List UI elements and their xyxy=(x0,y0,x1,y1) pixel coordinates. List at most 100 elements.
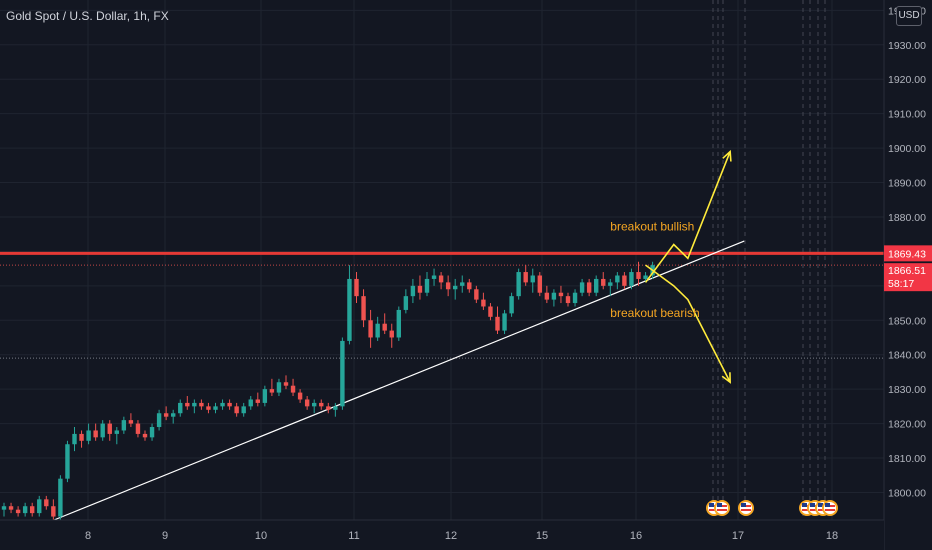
grid xyxy=(0,0,884,520)
candle-body xyxy=(565,296,571,304)
candle-body xyxy=(269,389,275,393)
currency-badge[interactable]: USD xyxy=(896,6,922,26)
time-tick-label: 15 xyxy=(536,530,548,542)
candle xyxy=(474,285,479,304)
candle xyxy=(51,499,56,520)
candle xyxy=(558,285,564,304)
candle-body xyxy=(241,406,246,414)
candle xyxy=(156,409,162,431)
candle-body xyxy=(326,406,331,410)
price-tick-label: 1850.00 xyxy=(888,315,926,327)
candle xyxy=(304,396,310,410)
candle xyxy=(382,313,387,335)
candle xyxy=(276,378,282,397)
candle-body xyxy=(234,406,239,414)
economic-events[interactable] xyxy=(706,500,838,516)
event-flag-icon[interactable] xyxy=(822,500,838,516)
candle-body xyxy=(431,275,437,279)
candle-body xyxy=(347,278,352,341)
candle xyxy=(410,278,416,304)
candle-body xyxy=(594,278,599,293)
candle-body xyxy=(417,285,423,293)
event-flag-canton xyxy=(818,503,823,507)
breakout-bullish-label: breakout bullish xyxy=(610,220,694,234)
time-tick-label: 12 xyxy=(445,530,457,542)
event-flag-canton xyxy=(741,503,746,507)
candle xyxy=(622,272,627,290)
candle xyxy=(389,323,394,348)
candle-body xyxy=(58,478,63,517)
candle-body xyxy=(93,430,98,438)
candle xyxy=(128,413,134,428)
candle-body xyxy=(248,399,253,407)
candle-body xyxy=(227,402,232,407)
bearish-arrow xyxy=(645,264,731,383)
candle xyxy=(516,268,521,300)
event-flag-icon[interactable] xyxy=(738,500,754,516)
price-axis[interactable]: 1800.00 1810.00 1820.00 1830.00 1840.00 1850.… xyxy=(883,0,932,550)
candle-body xyxy=(44,499,49,507)
candle xyxy=(572,289,578,307)
price-tick-label: 1930.00 xyxy=(888,40,926,52)
candle-body xyxy=(163,413,169,417)
candle xyxy=(403,289,409,314)
candle-body xyxy=(149,427,155,438)
candle xyxy=(460,275,465,293)
candle xyxy=(290,378,296,397)
event-flag-canton xyxy=(717,503,722,507)
current-price-tag xyxy=(884,263,932,292)
time-tick-label: 10 xyxy=(255,530,267,542)
candle xyxy=(227,399,232,410)
candle xyxy=(326,402,331,414)
candle-body xyxy=(121,420,127,431)
candle-body xyxy=(312,402,317,407)
candle-body xyxy=(481,299,486,307)
candle xyxy=(537,272,542,297)
candle xyxy=(86,423,91,445)
candle xyxy=(283,375,289,390)
candle-body xyxy=(488,306,493,317)
vertical-markers xyxy=(712,0,826,520)
event-flag-canton xyxy=(802,503,807,507)
event-flag-canton xyxy=(709,503,714,507)
candle xyxy=(502,309,507,335)
candle-body xyxy=(220,402,225,407)
candle xyxy=(431,268,437,286)
candle-body xyxy=(495,316,500,331)
event-flag-canton xyxy=(825,503,830,507)
candle-body xyxy=(142,433,148,438)
price-tick-label: 1900.00 xyxy=(888,143,926,155)
candle xyxy=(467,278,472,293)
bullish-arrow-head xyxy=(722,149,732,162)
candle-body xyxy=(375,323,380,338)
candle xyxy=(79,430,84,448)
candle xyxy=(100,420,105,441)
candle-body xyxy=(354,278,359,297)
event-flag-icon[interactable] xyxy=(714,500,730,516)
bearish-arrow-head xyxy=(721,372,731,384)
candle-body xyxy=(544,292,550,300)
candle xyxy=(445,275,451,297)
candle xyxy=(297,389,303,403)
candle xyxy=(312,399,317,414)
candle-body xyxy=(453,285,458,290)
candle xyxy=(579,278,585,297)
candle xyxy=(333,402,338,417)
trendline xyxy=(53,240,745,521)
candle xyxy=(121,416,127,434)
candle xyxy=(417,275,423,300)
candle xyxy=(615,272,620,290)
candle xyxy=(206,402,211,414)
time-axis[interactable]: 8 9 10 11 12 15 16 17 18 xyxy=(0,519,884,550)
event-flag-stripe xyxy=(717,509,727,511)
candle xyxy=(107,420,112,441)
time-tick-label: 8 xyxy=(85,530,91,542)
candle-body xyxy=(601,278,606,286)
candle-body xyxy=(262,389,268,403)
bullish-arrow xyxy=(644,151,731,283)
candle xyxy=(163,406,169,421)
candle xyxy=(178,399,183,417)
candle-body xyxy=(283,382,289,386)
